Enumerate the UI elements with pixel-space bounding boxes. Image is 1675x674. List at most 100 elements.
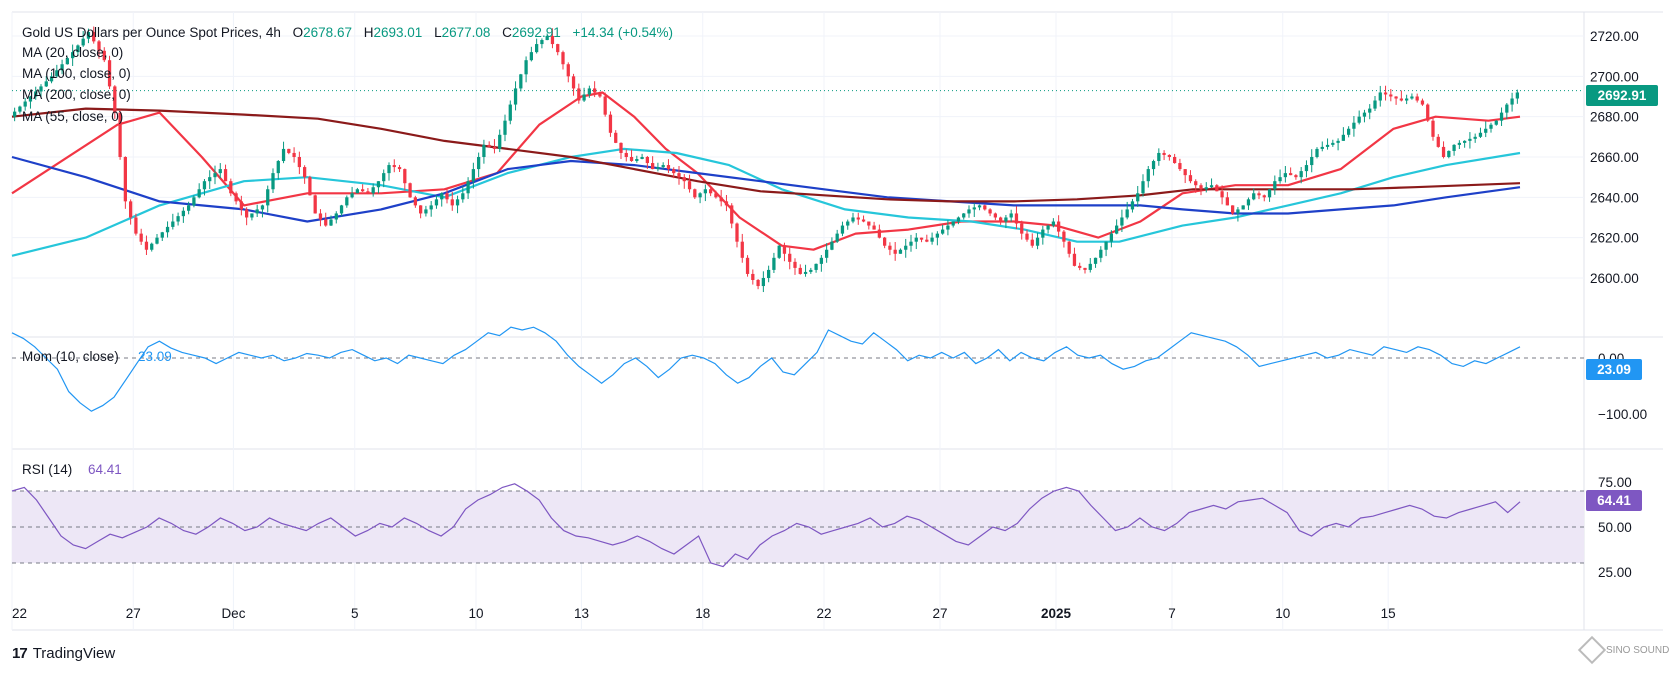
- candle: [260, 204, 265, 218]
- rsi-legend: RSI (14) 64.41: [22, 462, 122, 477]
- candle: [218, 163, 222, 179]
- candle: [1167, 154, 1171, 161]
- candle: [661, 162, 665, 169]
- candle: [1315, 147, 1319, 159]
- candle: [65, 56, 69, 65]
- candle: [898, 248, 903, 254]
- time-tick-label: 27: [932, 606, 947, 621]
- candle: [71, 44, 75, 67]
- candle: [1383, 85, 1388, 101]
- candle: [619, 142, 623, 159]
- candle: [761, 271, 765, 293]
- time-tick-label: 5: [351, 606, 359, 621]
- candle: [255, 204, 259, 218]
- candle: [187, 201, 191, 215]
- candle: [160, 231, 164, 241]
- candle: [535, 38, 539, 54]
- candle: [1130, 198, 1135, 213]
- candle: [719, 189, 723, 207]
- candle: [782, 242, 787, 262]
- candle: [1299, 167, 1303, 184]
- x-axis-ticks: 22 27 Dec 5 10 13 18 22 27 2025 7 10 15: [12, 606, 1396, 621]
- candle: [413, 195, 417, 208]
- ma20-line: [11, 91, 1521, 251]
- candle: [1447, 150, 1451, 159]
- candle: [202, 179, 207, 196]
- candle: [165, 221, 170, 238]
- candle: [893, 241, 897, 261]
- candle: [18, 105, 22, 114]
- tradingview-logo-icon: 17: [12, 644, 28, 662]
- moving-average-lines: [11, 91, 1521, 257]
- candle: [39, 84, 43, 98]
- candle: [1320, 141, 1324, 152]
- candle: [988, 208, 992, 217]
- candle: [281, 141, 286, 164]
- candle: [13, 107, 17, 122]
- candle: [1067, 240, 1071, 258]
- candle: [1109, 230, 1113, 248]
- candle: [397, 164, 402, 172]
- candle: [666, 159, 671, 174]
- candle: [582, 87, 586, 102]
- candle: [809, 267, 813, 274]
- ma20-legend: MA (20, close, 0): [22, 45, 123, 60]
- candle: [519, 73, 523, 92]
- candle: [846, 219, 850, 230]
- candle: [1463, 140, 1467, 148]
- candle: [941, 224, 945, 235]
- rsi-tick-label: 75.00: [1598, 475, 1632, 490]
- candle: [1368, 104, 1372, 120]
- candle: [292, 147, 296, 163]
- candle: [793, 258, 797, 275]
- candle: [471, 162, 475, 189]
- candle: [1389, 88, 1393, 102]
- candle: [1046, 224, 1050, 234]
- candle: [967, 205, 971, 218]
- candle: [835, 229, 839, 243]
- candle: [1452, 144, 1456, 156]
- candle: [229, 178, 233, 197]
- momentum-path: [11, 326, 1521, 412]
- candle: [276, 160, 280, 180]
- time-tick-label: 13: [574, 606, 589, 621]
- price-badge: 2692.91: [1586, 85, 1658, 106]
- rsi-label: RSI (14): [22, 462, 72, 477]
- candle: [271, 168, 275, 194]
- candle: [1457, 140, 1461, 150]
- ma55-legend: MA (55, close, 0): [22, 109, 123, 124]
- candle: [1072, 247, 1077, 267]
- candle: [308, 175, 312, 196]
- time-tick-label: 18: [695, 606, 710, 621]
- candle: [392, 159, 396, 173]
- candle: [540, 38, 544, 49]
- price-tick-label: 2680.00: [1590, 110, 1639, 125]
- candle: [1220, 185, 1224, 205]
- tradingview-logo[interactable]: 17 TradingView: [12, 643, 115, 663]
- candle: [60, 59, 64, 75]
- time-tick-label: 27: [126, 606, 141, 621]
- mom-tick-label: −100.00: [1598, 407, 1647, 422]
- candle: [303, 165, 307, 184]
- rsi-value: 64.41: [88, 462, 122, 477]
- candle: [1294, 174, 1298, 180]
- price-tick-label: 2640.00: [1590, 190, 1639, 205]
- candle: [788, 247, 792, 270]
- candle: [297, 151, 301, 175]
- candle: [640, 153, 644, 160]
- candle: [508, 100, 512, 125]
- candle: [1394, 96, 1398, 105]
- candle: [1183, 169, 1187, 184]
- candle: [118, 109, 122, 160]
- candle: [1473, 133, 1477, 143]
- candle: [735, 222, 739, 248]
- candle: [1283, 166, 1287, 183]
- candle: [614, 130, 618, 144]
- candle: [830, 237, 834, 251]
- time-tick-label: 2025: [1041, 606, 1072, 621]
- candle: [904, 238, 908, 258]
- open-label: O: [293, 25, 304, 40]
- candle: [767, 265, 771, 283]
- candle: [123, 156, 127, 209]
- candle: [450, 192, 454, 211]
